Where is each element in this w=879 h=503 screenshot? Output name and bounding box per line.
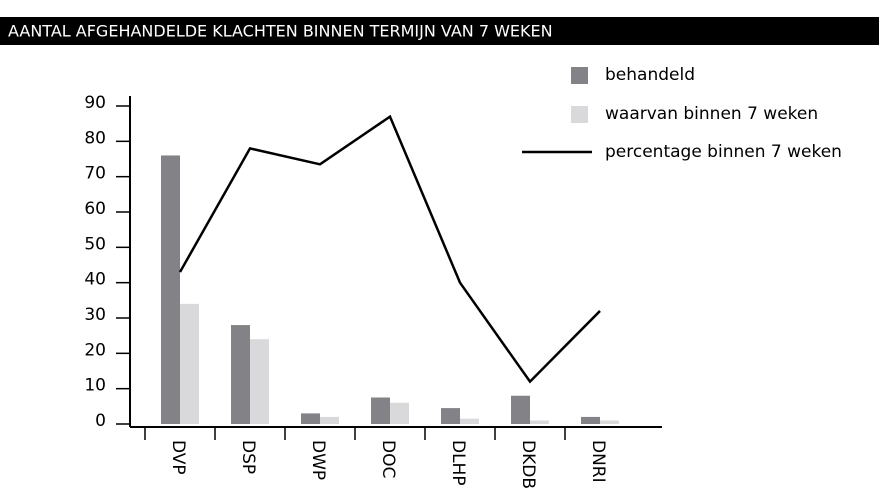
- legend-label: waarvan binnen 7 weken: [605, 104, 818, 124]
- x-tick-label: DVP: [168, 440, 188, 475]
- bar: [441, 408, 460, 424]
- y-tick-label: 60: [84, 199, 106, 219]
- y-tick-label: 20: [84, 340, 106, 360]
- bar: [320, 416, 339, 424]
- x-tick-label: DWP: [308, 440, 328, 480]
- bar: [390, 402, 409, 424]
- bar: [530, 420, 549, 424]
- y-tick-label: 0: [95, 411, 106, 431]
- y-tick-label: 90: [84, 93, 106, 113]
- y-tick-label: 30: [84, 305, 106, 325]
- y-tick-label: 10: [84, 376, 106, 396]
- title-bar: [0, 17, 879, 45]
- y-tick-label: 50: [84, 234, 106, 254]
- bar: [231, 325, 250, 424]
- x-tick-label: DLHP: [448, 440, 468, 486]
- x-tick-label: DKDB: [518, 440, 538, 489]
- x-tick-label: DOC: [378, 440, 398, 478]
- legend-label: behandeld: [605, 65, 695, 85]
- legend-label: percentage binnen 7 weken: [605, 142, 842, 162]
- bar: [161, 155, 180, 424]
- bar: [511, 395, 530, 424]
- x-tick-label: DNRI: [588, 440, 608, 483]
- bar: [600, 420, 619, 424]
- y-tick-label: 70: [84, 164, 106, 184]
- chart-title: AANTAL AFGEHANDELDE KLACHTEN BINNEN TERM…: [8, 22, 553, 41]
- bar: [460, 418, 479, 424]
- legend-swatch: [571, 67, 588, 84]
- bar: [180, 303, 199, 424]
- legend-swatch: [571, 106, 588, 123]
- bar: [250, 339, 269, 424]
- bar: [301, 413, 320, 424]
- y-tick-label: 80: [84, 128, 106, 148]
- x-tick-label: DSP: [238, 440, 258, 474]
- y-tick-label: 40: [84, 270, 106, 290]
- bar: [581, 416, 600, 424]
- line: [178, 114, 601, 384]
- bar: [371, 397, 390, 424]
